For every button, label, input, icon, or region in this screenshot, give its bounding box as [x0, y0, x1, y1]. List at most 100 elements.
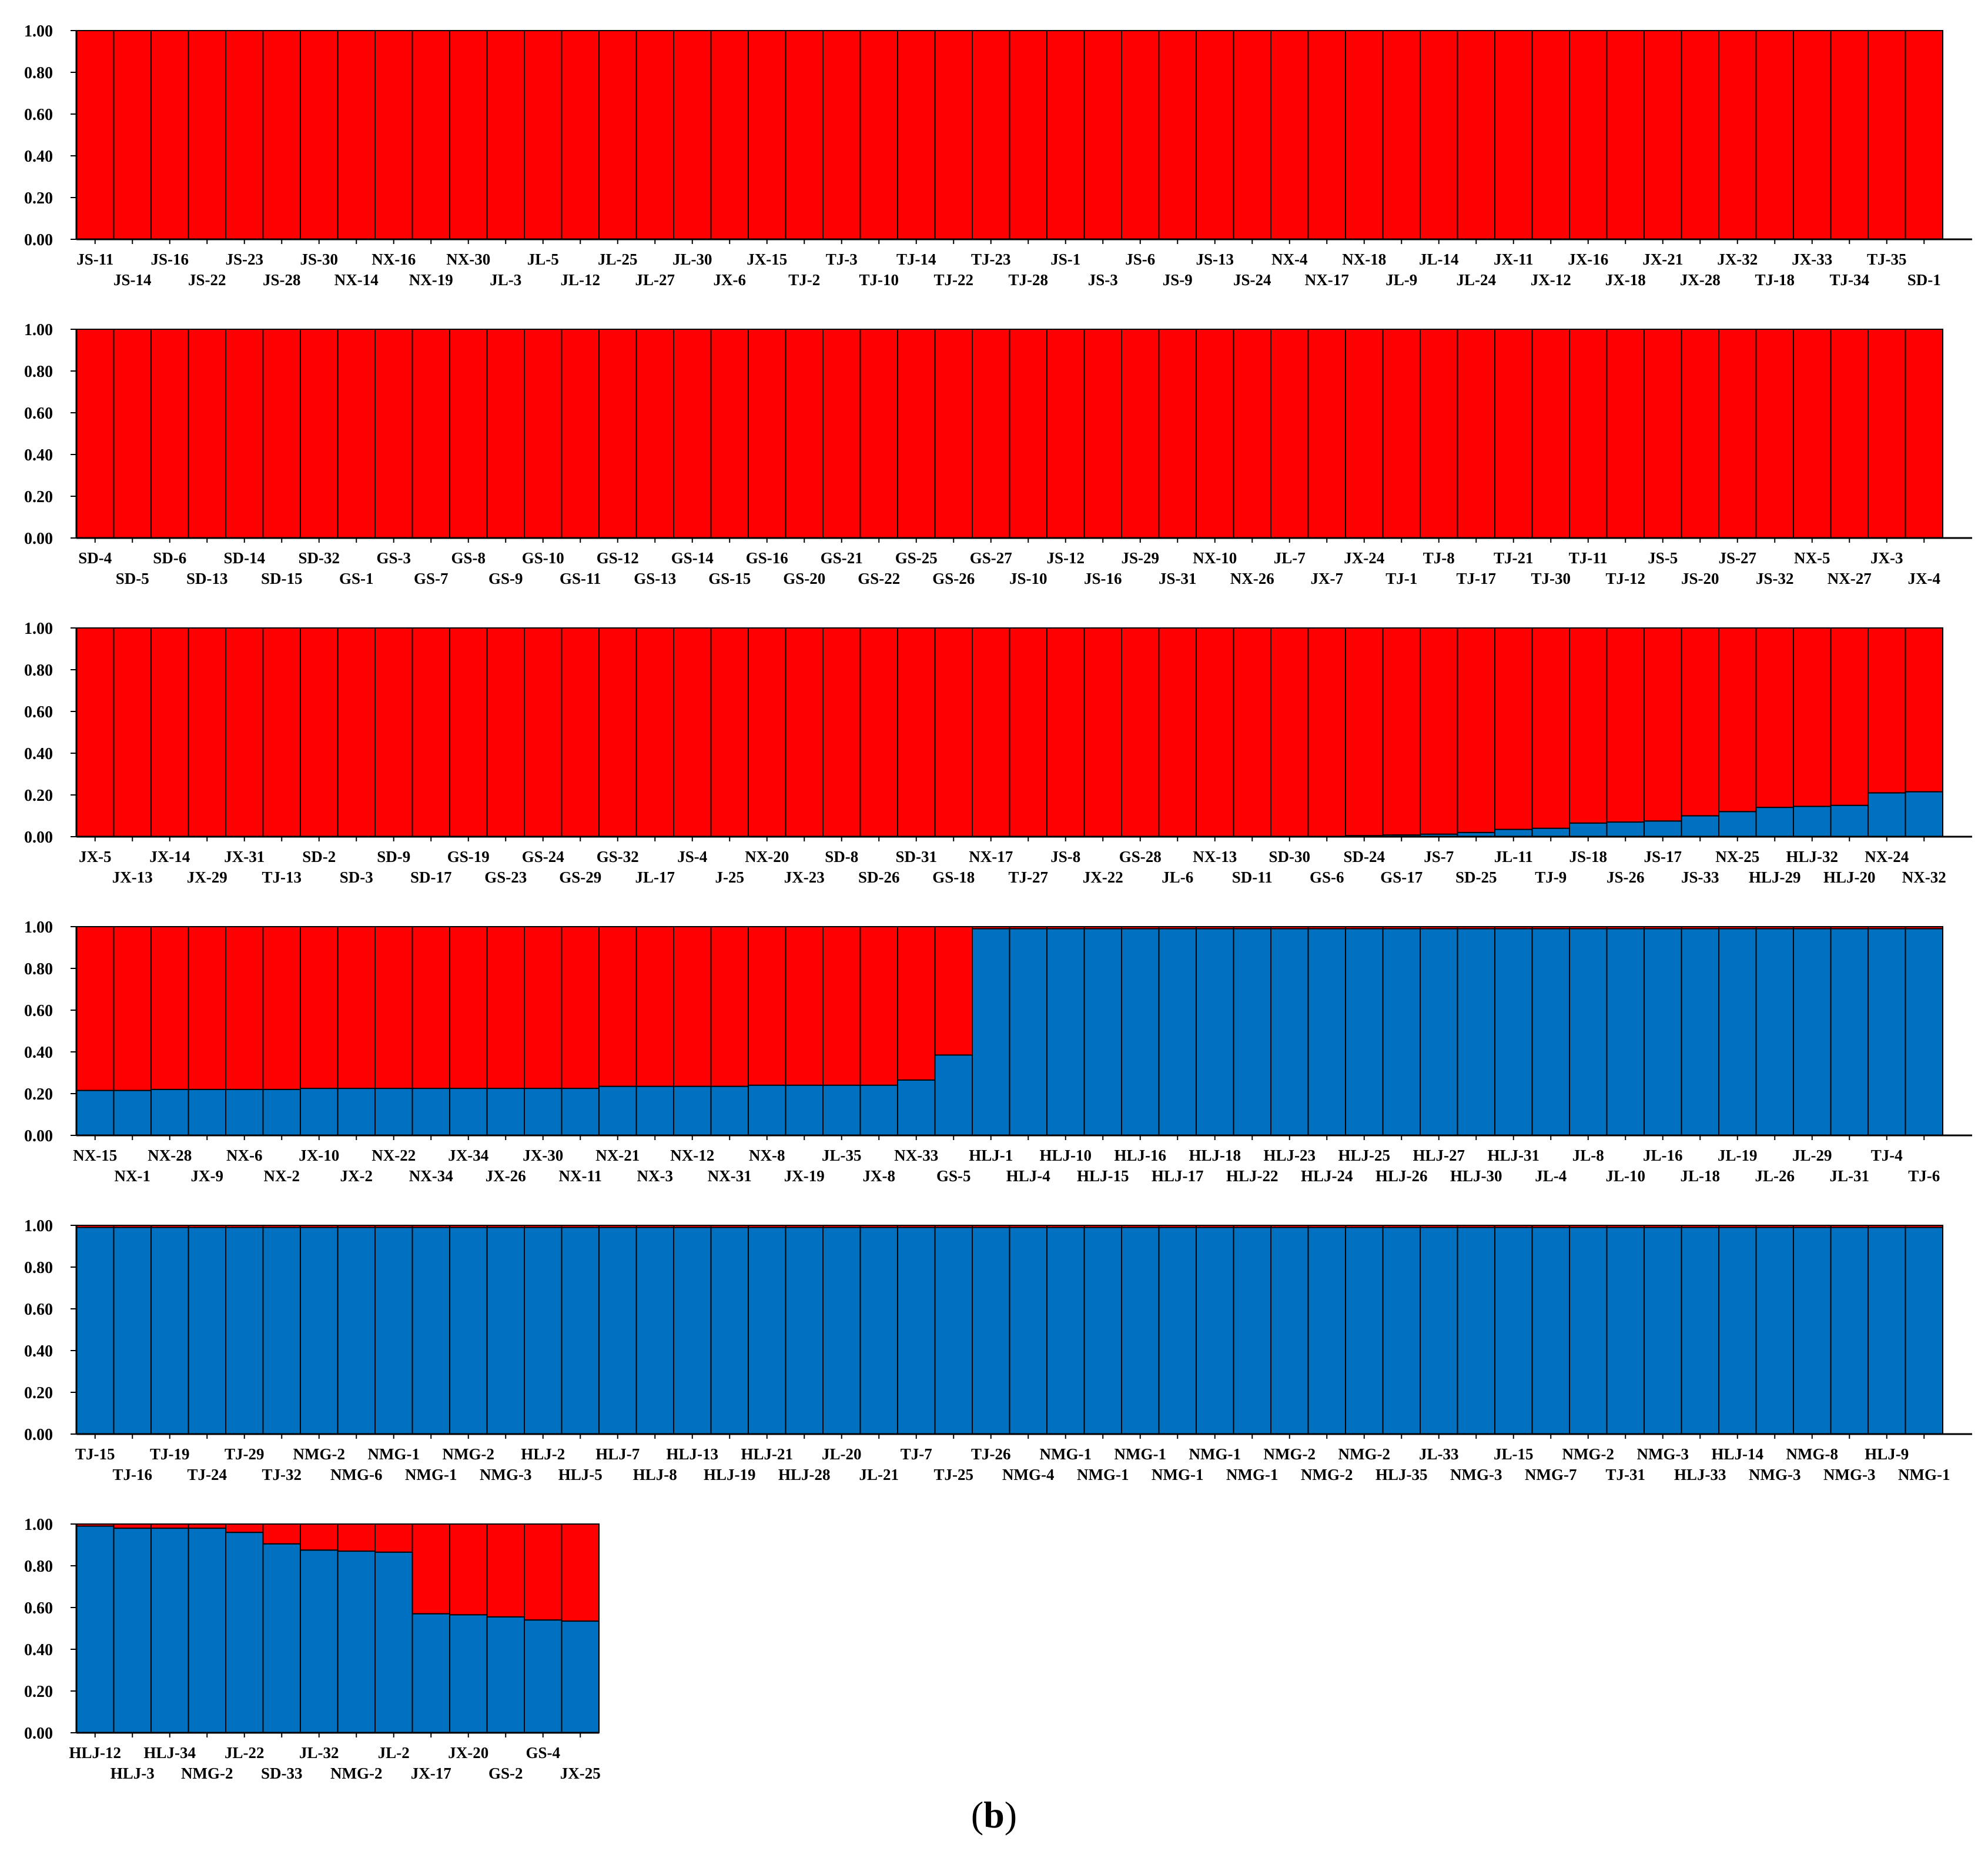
bar-segment-cluster1	[748, 1225, 786, 1228]
individual-label: NX-13	[1193, 848, 1237, 865]
bar-segment-cluster1	[1383, 31, 1420, 239]
bar-segment-cluster1	[1159, 1225, 1196, 1228]
individual-label: TJ-12	[1606, 570, 1646, 587]
bar-segment-cluster1	[1233, 329, 1271, 538]
bar-segment-cluster2	[1383, 1227, 1420, 1434]
bar-segment-cluster1	[1905, 927, 1943, 929]
bar-segment-cluster1	[898, 628, 935, 837]
individual-label: TJ-13	[262, 868, 302, 886]
bar-segment-cluster1	[337, 1524, 375, 1552]
bar-segment-cluster1	[1569, 329, 1607, 538]
individual-label: JL-4	[1535, 1167, 1567, 1185]
bar-segment-cluster1	[76, 31, 114, 239]
individual-label: TJ-28	[1009, 271, 1049, 289]
bar-segment-cluster1	[300, 31, 338, 239]
bar-segment-cluster1	[1905, 329, 1943, 538]
bar-segment-cluster1	[1830, 31, 1868, 239]
individual-label: JX-16	[1568, 250, 1608, 268]
bar-segment-cluster2	[412, 1227, 450, 1434]
individual-label: JL-31	[1830, 1167, 1870, 1185]
bar-segment-cluster1	[487, 927, 524, 1089]
bar-segment-cluster1	[1122, 329, 1159, 538]
individual-label: JS-27	[1718, 549, 1756, 567]
y-tick-label: 0.60	[24, 405, 53, 423]
bar-segment-cluster1	[1271, 31, 1308, 239]
individual-label: NX-32	[1902, 868, 1946, 886]
bar-segment-cluster2	[1905, 1227, 1943, 1434]
bar-segment-cluster1	[599, 329, 637, 538]
individual-label: TJ-11	[1569, 549, 1608, 567]
bar-segment-cluster2	[524, 1088, 562, 1135]
individual-label: GS-12	[597, 549, 639, 567]
individual-label: NX-18	[1342, 250, 1386, 268]
individual-label: NX-10	[1193, 549, 1237, 567]
bar-segment-cluster1	[113, 1225, 151, 1228]
individual-label: NX-5	[1794, 549, 1830, 567]
individual-label: JS-11	[76, 250, 113, 268]
individual-label: NMG-1	[1077, 1466, 1129, 1483]
individual-label: JX-2	[340, 1167, 373, 1185]
individual-label: JS-17	[1644, 848, 1682, 865]
bar-segment-cluster1	[1420, 1225, 1458, 1228]
bar-segment-cluster1	[450, 628, 487, 837]
bar-segment-cluster1	[1756, 1225, 1793, 1228]
bar-segment-cluster2	[188, 1227, 226, 1434]
bar-segment-cluster1	[113, 329, 151, 538]
bar-segment-cluster2	[748, 1227, 786, 1434]
individual-label: NMG-1	[1115, 1445, 1166, 1463]
bar-segment-cluster1	[1420, 329, 1458, 538]
bar-segment-cluster1	[263, 927, 300, 1090]
bar-segment-cluster1	[113, 1524, 151, 1529]
bar-segment-cluster1	[1009, 31, 1047, 239]
caption-open-paren: (	[970, 1794, 984, 1836]
individual-label: HLJ-18	[1189, 1147, 1241, 1164]
individual-label: GS-22	[858, 570, 900, 587]
bar-segment-cluster1	[412, 1225, 450, 1228]
bar-segment-cluster1	[337, 927, 375, 1089]
bar-segment-cluster2	[226, 1089, 263, 1135]
bar-segment-cluster2	[935, 1227, 972, 1434]
individual-label: NX-25	[1715, 848, 1759, 865]
individual-label: TJ-17	[1457, 570, 1497, 587]
bar-segment-cluster1	[188, 628, 226, 837]
bar-segment-cluster1	[1233, 927, 1271, 929]
bar-segment-cluster1	[226, 329, 263, 538]
individual-label: NX-33	[894, 1147, 938, 1164]
individual-label: NMG-4	[1002, 1466, 1054, 1483]
individual-label: HLJ-3	[111, 1765, 155, 1782]
bar-segment-cluster1	[226, 1524, 263, 1533]
bar-segment-cluster1	[1495, 927, 1532, 929]
bar-segment-cluster1	[263, 329, 300, 538]
individual-label: GS-24	[522, 848, 564, 865]
bar-segment-cluster1	[1495, 31, 1532, 239]
individual-label: NX-20	[745, 848, 789, 865]
bar-segment-cluster1	[1644, 31, 1682, 239]
bar-segment-cluster1	[226, 927, 263, 1090]
bar-segment-cluster1	[599, 927, 637, 1087]
individual-label: GS-10	[522, 549, 564, 567]
bar-segment-cluster2	[1644, 821, 1682, 837]
individual-label: NX-14	[334, 271, 379, 289]
bar-segment-cluster2	[860, 1085, 898, 1135]
individual-label: JL-20	[822, 1445, 862, 1463]
bar-segment-cluster1	[1420, 628, 1458, 834]
bar-segment-cluster2	[1756, 928, 1793, 1135]
bar-segment-cluster2	[113, 1090, 151, 1135]
individual-label: SD-1	[1907, 271, 1941, 289]
y-tick-label: 0.40	[24, 1044, 53, 1062]
bar-segment-cluster2	[1793, 1227, 1831, 1434]
bar-segment-cluster1	[1868, 31, 1906, 239]
individual-label: GS-27	[970, 549, 1012, 567]
bar-segment-cluster1	[1196, 628, 1234, 837]
individual-label: JX-10	[299, 1147, 339, 1164]
bar-segment-cluster1	[1308, 628, 1346, 837]
bar-segment-cluster2	[898, 1227, 935, 1434]
bar-segment-cluster1	[898, 31, 935, 239]
individual-label: JS-1	[1050, 250, 1080, 268]
bar-segment-cluster2	[300, 1550, 338, 1733]
individual-label: JX-29	[187, 868, 227, 886]
individual-label: JX-8	[863, 1167, 896, 1185]
bar-segment-cluster2	[1457, 832, 1495, 837]
individual-label: JL-21	[859, 1466, 899, 1483]
individual-label: HLJ-16	[1114, 1147, 1166, 1164]
